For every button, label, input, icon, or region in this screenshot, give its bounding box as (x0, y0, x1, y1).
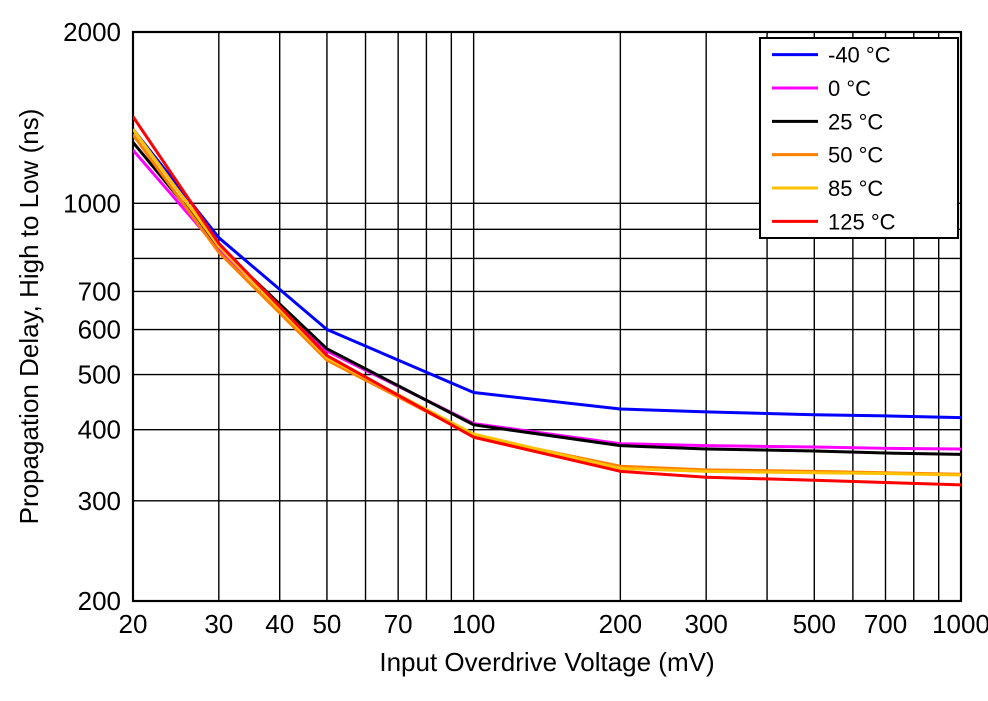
svg-text:200: 200 (78, 586, 121, 616)
legend-label-1: 0 °C (828, 76, 871, 101)
svg-text:100: 100 (452, 609, 495, 639)
svg-text:500: 500 (78, 360, 121, 390)
x-axis-label: Input Overdrive Voltage (mV) (379, 647, 714, 677)
svg-text:500: 500 (793, 609, 836, 639)
y-axis-label: Propagation Delay, High to Low (ns) (14, 109, 44, 525)
svg-text:30: 30 (204, 609, 233, 639)
svg-text:300: 300 (684, 609, 727, 639)
svg-text:700: 700 (78, 276, 121, 306)
legend-label-0: -40 °C (828, 43, 891, 68)
svg-text:50: 50 (312, 609, 341, 639)
svg-text:1000: 1000 (63, 188, 121, 218)
svg-text:1000: 1000 (932, 609, 988, 639)
legend-label-5: 125 °C (828, 209, 896, 234)
legend-label-4: 85 °C (828, 176, 883, 201)
svg-text:40: 40 (265, 609, 294, 639)
svg-text:600: 600 (78, 315, 121, 345)
svg-text:20: 20 (119, 609, 148, 639)
line-chart: 20 30 40 50 70 100 200 300 500 700 1000 200 300 400 50… (0, 0, 988, 701)
legend-label-2: 25 °C (828, 109, 883, 134)
legend: -40 °C 0 °C 25 °C 50 °C 85 °C 125 °C (760, 38, 958, 238)
svg-text:300: 300 (78, 486, 121, 516)
chart-container: 20 30 40 50 70 100 200 300 500 700 1000 200 300 400 50… (0, 0, 988, 701)
svg-text:700: 700 (864, 609, 907, 639)
svg-text:2000: 2000 (63, 17, 121, 47)
svg-text:200: 200 (599, 609, 642, 639)
svg-text:400: 400 (78, 415, 121, 445)
svg-text:70: 70 (384, 609, 413, 639)
legend-label-3: 50 °C (828, 143, 883, 168)
